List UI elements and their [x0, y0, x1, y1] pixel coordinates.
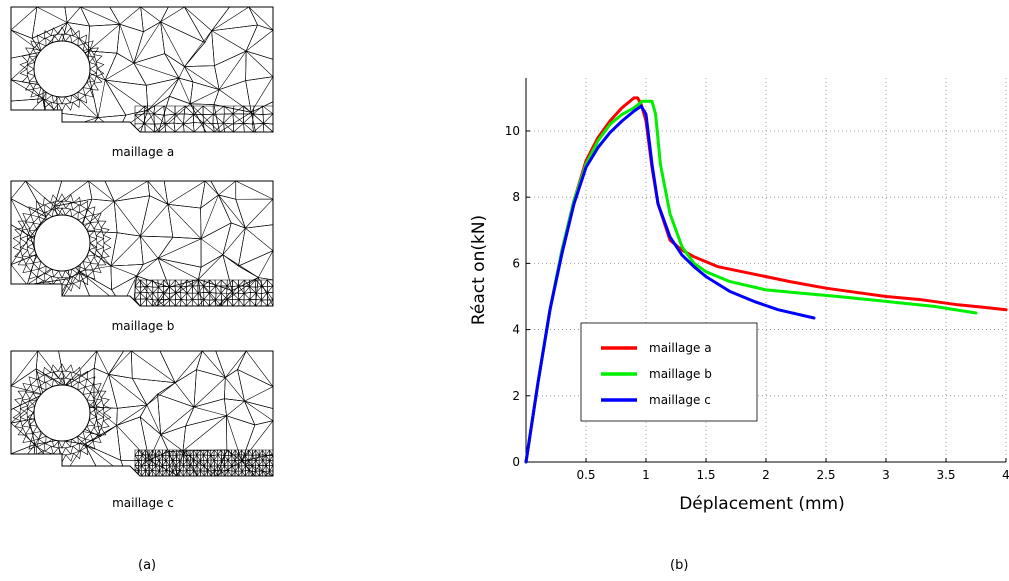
- legend-label-2: maillage b: [649, 367, 712, 381]
- legend-label-3: maillage c: [649, 393, 711, 407]
- series-line-3: [524, 104, 816, 464]
- y-tick-label: 10: [505, 124, 520, 138]
- x-tick-label: 2: [762, 468, 770, 482]
- mesh-c-caption: maillage c: [112, 496, 174, 510]
- y-tick-label: 8: [512, 190, 520, 204]
- panel-a-label: (a): [138, 558, 157, 573]
- x-tick-label: 2.5: [816, 468, 835, 482]
- x-axis-title: Déplacement (mm): [679, 494, 845, 514]
- y-axis-title: Réact on(kN): [469, 215, 489, 325]
- legend-box: [580, 322, 758, 422]
- legend-label-1: maillage a: [649, 341, 712, 355]
- x-tick-label: 1: [642, 468, 650, 482]
- mesh-a-figure: [10, 6, 274, 133]
- mesh-a-caption: maillage a: [111, 145, 175, 159]
- panel-b-label: (b): [670, 558, 689, 573]
- mesh-b-figure: [10, 180, 274, 307]
- x-tick-label: 4: [1002, 468, 1009, 482]
- x-tick-label: 0.5: [576, 468, 595, 482]
- y-tick-label: 0: [512, 455, 520, 469]
- y-tick-label: 4: [512, 323, 520, 337]
- x-tick-label: 1.5: [696, 468, 715, 482]
- y-tick-label: 2: [512, 389, 520, 403]
- y-tick-label: 6: [512, 256, 520, 270]
- mesh-b-caption: maillage b: [111, 319, 175, 333]
- reaction-displacement-chart: 0.5 1 1.5 2 2.5 3 3.5 4 0 2 4 6 8 10 Déplacement (mm) R…: [469, 78, 1009, 514]
- x-tick-label: 3: [882, 468, 890, 482]
- mesh-c-figure: [10, 350, 274, 477]
- x-tick-label: 3.5: [936, 468, 955, 482]
